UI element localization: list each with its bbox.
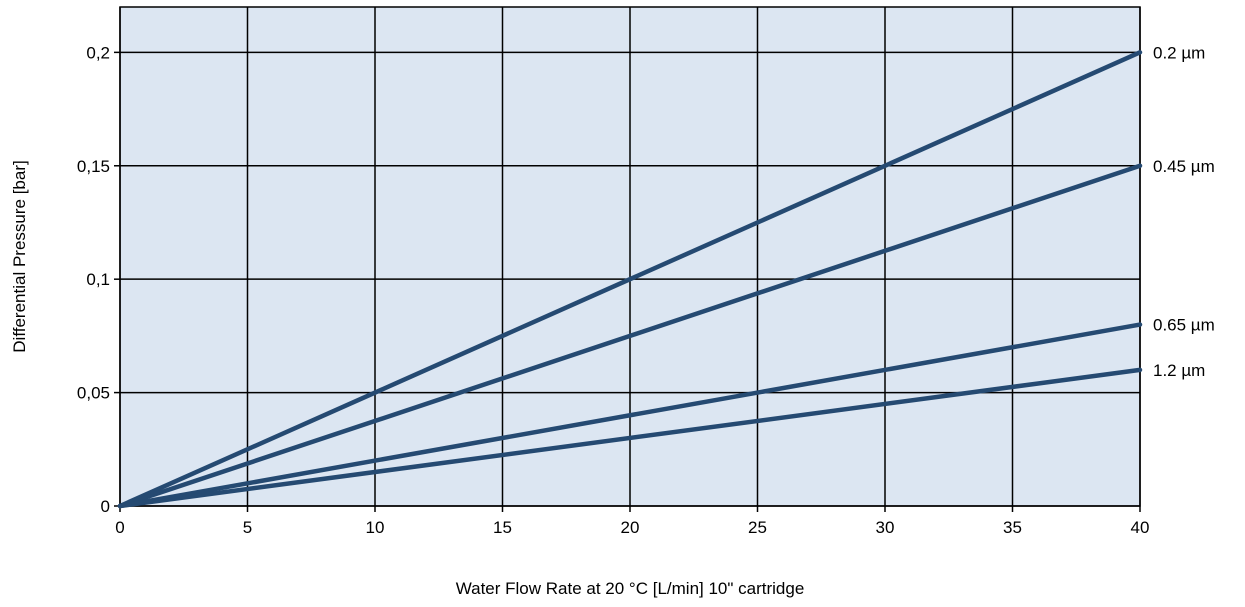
x-tick-label: 30 (876, 518, 895, 537)
x-tick-label: 40 (1131, 518, 1150, 537)
x-axis-ticks: 0 5 10 15 20 25 30 35 40 (115, 506, 1149, 537)
series-line (117, 367, 1143, 509)
x-axis-label: Water Flow Rate at 20 °C [L/min] 10" car… (456, 579, 805, 598)
y-axis-ticks: 0 0,05 0,1 0,15 0,2 (77, 43, 120, 516)
x-tick-label: 5 (243, 518, 252, 537)
x-tick-label: 0 (115, 518, 124, 537)
x-tick-label: 15 (493, 518, 512, 537)
x-tick-label: 20 (621, 518, 640, 537)
series-label: 0.45 µm (1153, 157, 1215, 176)
series-label: 0.2 µm (1153, 43, 1205, 62)
x-tick-label: 25 (748, 518, 767, 537)
series-labels: 0.2 µm 0.45 µm 0.65 µm 1.2 µm (1153, 43, 1215, 380)
series-line (117, 322, 1143, 509)
x-tick-label: 35 (1003, 518, 1022, 537)
series-label: 0.65 µm (1153, 316, 1215, 335)
series-line (117, 163, 1143, 509)
series-lines (117, 50, 1143, 509)
y-tick-label: 0,15 (77, 157, 110, 176)
y-tick-label: 0,1 (86, 270, 110, 289)
series-label: 1.2 µm (1153, 361, 1205, 380)
x-tick-label: 10 (366, 518, 385, 537)
y-tick-label: 0,2 (86, 43, 110, 62)
series-line (117, 50, 1143, 509)
y-tick-label: 0,05 (77, 384, 110, 403)
y-axis-label: Differential Pressure [bar] (10, 160, 29, 352)
y-tick-label: 0 (101, 497, 110, 516)
